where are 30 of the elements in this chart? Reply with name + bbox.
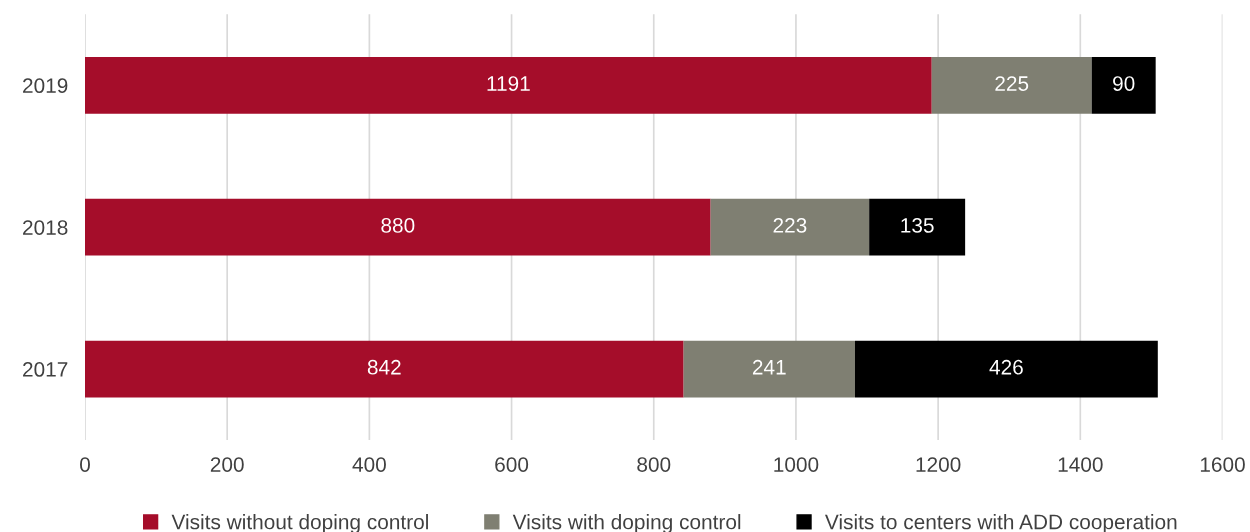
- bar: [1091, 56, 1156, 114]
- x-tick-label: 1400: [1058, 457, 1103, 472]
- x-tick-label: 800: [637, 457, 671, 472]
- data-label: 842: [367, 359, 401, 375]
- bar: [854, 340, 1158, 398]
- y-tick-label: 2017: [23, 362, 68, 377]
- data-label: 1191: [487, 76, 530, 91]
- x-tick-label: 400: [352, 457, 386, 472]
- x-tick-label: 1000: [774, 457, 819, 472]
- y-tick-label: 2018: [23, 220, 68, 235]
- data-label: 880: [381, 218, 415, 233]
- x-tick-label: 1600: [1200, 457, 1245, 472]
- x-tick-label: 1200: [916, 457, 961, 472]
- data-label: 90: [1113, 76, 1135, 91]
- bar: [683, 340, 855, 398]
- bar: [931, 56, 1092, 114]
- bar: [710, 198, 870, 256]
- bar: [85, 198, 711, 256]
- y-tick-label: 2019: [23, 78, 68, 94]
- data-label: 135: [901, 218, 934, 233]
- bar: [85, 56, 932, 114]
- x-tick-label: 0: [80, 457, 90, 472]
- data-label: 223: [773, 218, 807, 233]
- bar: [869, 198, 966, 256]
- data-label: 241: [752, 359, 786, 375]
- x-tick-label: 600: [495, 457, 529, 472]
- x-tick-label: 200: [210, 457, 244, 472]
- data-label: 225: [995, 76, 1029, 91]
- data-label: 426: [989, 359, 1023, 375]
- bar: [85, 340, 684, 398]
